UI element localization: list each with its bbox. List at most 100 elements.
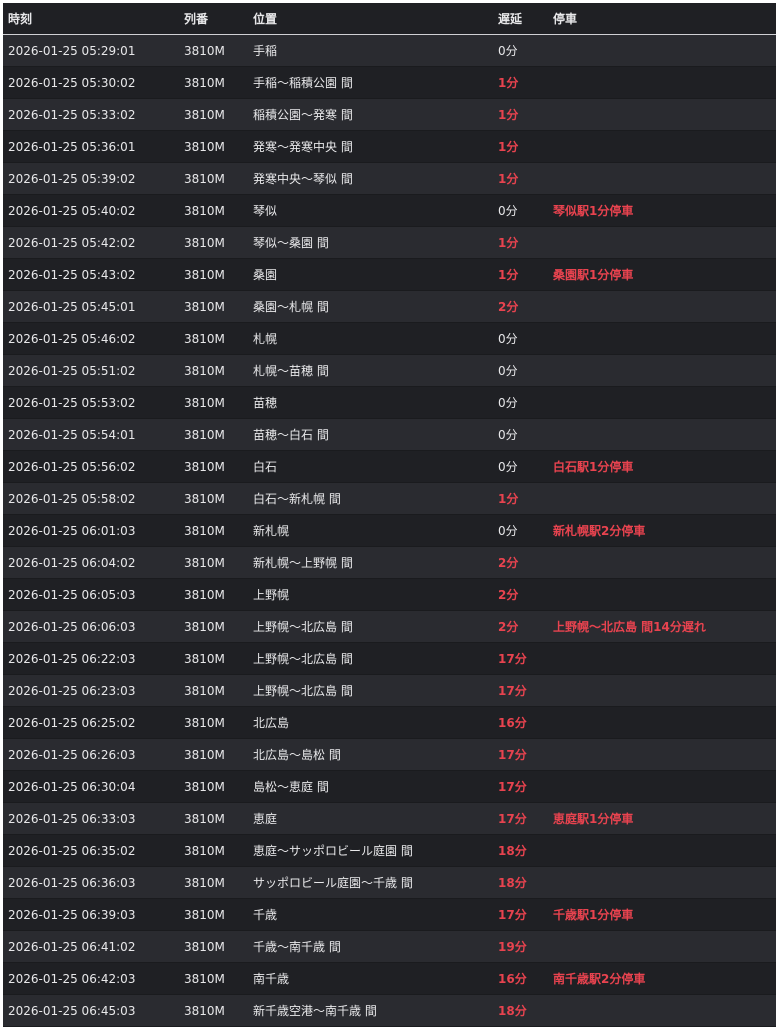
header-train-number: 列番: [179, 3, 248, 35]
train-number-cell: 3810M: [179, 866, 248, 899]
stop-cell: 琴似駅1分停車: [548, 194, 776, 227]
table-row: 2026-01-25 05:40:02 3810M 琴似 0分 琴似駅1分停車: [3, 194, 776, 227]
table-header-row: 時刻 列番 位置 遅延 停車: [3, 3, 776, 35]
train-number-cell: 3810M: [179, 898, 248, 931]
stop-cell: [548, 738, 776, 771]
table-body: 2026-01-25 05:29:01 3810M 手稲 0分 2026-01-25 0…: [3, 34, 776, 1027]
position-cell: 白石〜新札幌 間: [248, 482, 493, 515]
time-cell: 2026-01-25 06:42:03: [3, 962, 179, 995]
table-row: 2026-01-25 06:06:03 3810M 上野幌〜北広島 間 2分 上野幌〜北…: [3, 610, 776, 643]
table-row: 2026-01-25 06:33:03 3810M 恵庭 17分 恵庭駅1分停車: [3, 802, 776, 835]
table-row: 2026-01-25 05:56:02 3810M 白石 0分 白石駅1分停車: [3, 450, 776, 483]
table-row: 2026-01-25 05:53:02 3810M 苗穂 0分: [3, 386, 776, 419]
header-position: 位置: [248, 3, 493, 35]
train-number-cell: 3810M: [179, 290, 248, 323]
delay-cell: 16分: [493, 962, 548, 995]
position-cell: 新千歳空港〜南千歳 間: [248, 994, 493, 1027]
table-row: 2026-01-25 05:33:02 3810M 稲積公園〜発寒 間 1分: [3, 98, 776, 131]
train-number-cell: 3810M: [179, 386, 248, 419]
delay-cell: 0分: [493, 514, 548, 547]
train-log-table: 時刻 列番 位置 遅延 停車 2026-01-25 05:29:01 3810M 手…: [3, 3, 776, 1027]
time-cell: 2026-01-25 06:25:02: [3, 706, 179, 739]
table-row: 2026-01-25 06:05:03 3810M 上野幌 2分: [3, 578, 776, 611]
delay-cell: 0分: [493, 386, 548, 419]
delay-cell: 2分: [493, 578, 548, 611]
delay-cell: 19分: [493, 930, 548, 963]
stop-cell: [548, 706, 776, 739]
position-cell: 苗穂〜白石 間: [248, 418, 493, 451]
position-cell: 北広島〜島松 間: [248, 738, 493, 771]
position-cell: 桑園: [248, 258, 493, 291]
table-row: 2026-01-25 05:45:01 3810M 桑園〜札幌 間 2分: [3, 290, 776, 323]
train-number-cell: 3810M: [179, 98, 248, 131]
stop-cell: 白石駅1分停車: [548, 450, 776, 483]
delay-cell: 17分: [493, 642, 548, 675]
time-cell: 2026-01-25 05:46:02: [3, 322, 179, 355]
stop-cell: 恵庭駅1分停車: [548, 802, 776, 835]
delay-cell: 2分: [493, 610, 548, 643]
train-number-cell: 3810M: [179, 482, 248, 515]
delay-cell: 0分: [493, 322, 548, 355]
position-cell: 発寒中央〜琴似 間: [248, 162, 493, 195]
position-cell: 琴似: [248, 194, 493, 227]
delay-cell: 1分: [493, 98, 548, 131]
position-cell: 白石: [248, 450, 493, 483]
position-cell: 恵庭〜サッポロビール庭園 間: [248, 834, 493, 867]
time-cell: 2026-01-25 06:04:02: [3, 546, 179, 579]
time-cell: 2026-01-25 06:05:03: [3, 578, 179, 611]
time-cell: 2026-01-25 06:39:03: [3, 898, 179, 931]
position-cell: 恵庭: [248, 802, 493, 835]
position-cell: 千歳〜南千歳 間: [248, 930, 493, 963]
delay-cell: 16分: [493, 706, 548, 739]
train-number-cell: 3810M: [179, 226, 248, 259]
stop-cell: [548, 834, 776, 867]
stop-cell: 上野幌〜北広島 間14分遅れ: [548, 610, 776, 643]
delay-cell: 18分: [493, 994, 548, 1027]
stop-cell: [548, 130, 776, 163]
train-number-cell: 3810M: [179, 258, 248, 291]
stop-cell: [548, 578, 776, 611]
position-cell: サッポロビール庭園〜千歳 間: [248, 866, 493, 899]
time-cell: 2026-01-25 05:51:02: [3, 354, 179, 387]
train-number-cell: 3810M: [179, 802, 248, 835]
table-row: 2026-01-25 06:25:02 3810M 北広島 16分: [3, 706, 776, 739]
position-cell: 桑園〜札幌 間: [248, 290, 493, 323]
train-number-cell: 3810M: [179, 418, 248, 451]
position-cell: 手稲〜稲積公園 間: [248, 66, 493, 99]
train-number-cell: 3810M: [179, 354, 248, 387]
train-number-cell: 3810M: [179, 514, 248, 547]
time-cell: 2026-01-25 06:41:02: [3, 930, 179, 963]
stop-cell: [548, 386, 776, 419]
train-number-cell: 3810M: [179, 546, 248, 579]
position-cell: 札幌〜苗穂 間: [248, 354, 493, 387]
delay-cell: 1分: [493, 482, 548, 515]
train-number-cell: 3810M: [179, 610, 248, 643]
delay-cell: 18分: [493, 834, 548, 867]
position-cell: 上野幌〜北広島 間: [248, 674, 493, 707]
position-cell: 千歳: [248, 898, 493, 931]
table-row: 2026-01-25 06:30:04 3810M 島松〜恵庭 間 17分: [3, 770, 776, 803]
delay-cell: 1分: [493, 162, 548, 195]
train-number-cell: 3810M: [179, 962, 248, 995]
stop-cell: [548, 866, 776, 899]
train-number-cell: 3810M: [179, 642, 248, 675]
delay-cell: 0分: [493, 194, 548, 227]
position-cell: 北広島: [248, 706, 493, 739]
train-number-cell: 3810M: [179, 450, 248, 483]
table-row: 2026-01-25 06:04:02 3810M 新札幌〜上野幌 間 2分: [3, 546, 776, 579]
train-number-cell: 3810M: [179, 34, 248, 67]
table-row: 2026-01-25 05:29:01 3810M 手稲 0分: [3, 34, 776, 67]
delay-cell: 18分: [493, 866, 548, 899]
position-cell: 苗穂: [248, 386, 493, 419]
train-number-cell: 3810M: [179, 674, 248, 707]
stop-cell: [548, 418, 776, 451]
time-cell: 2026-01-25 05:43:02: [3, 258, 179, 291]
time-cell: 2026-01-25 06:22:03: [3, 642, 179, 675]
stop-cell: [548, 770, 776, 803]
stop-cell: [548, 642, 776, 675]
stop-cell: [548, 98, 776, 131]
train-log-table-container: 時刻 列番 位置 遅延 停車 2026-01-25 05:29:01 3810M 手…: [3, 3, 776, 1027]
position-cell: 札幌: [248, 322, 493, 355]
table-row: 2026-01-25 05:54:01 3810M 苗穂〜白石 間 0分: [3, 418, 776, 451]
table-row: 2026-01-25 06:36:03 3810M サッポロビール庭園〜千歳 間 18…: [3, 866, 776, 899]
